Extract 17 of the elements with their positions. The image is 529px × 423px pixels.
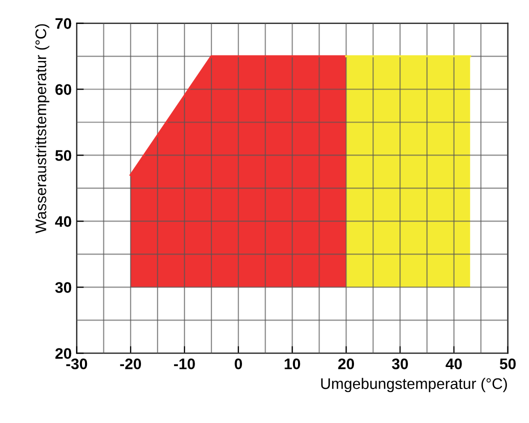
x-tick-label: 20 [338,358,354,370]
x-tick-label: -30 [66,358,88,370]
x-tick-label: 50 [500,358,516,370]
x-tick-label: 10 [284,358,300,370]
x-axis-title: Umgebungstemperatur (°C) [321,378,507,392]
x-tick-label: 0 [234,358,242,370]
y-tick-label: 30 [55,282,72,293]
y-tick-label: 70 [56,18,72,29]
y-tick-label: 50 [55,150,72,161]
y-tick-label: 60 [55,84,72,95]
x-tick-label: 40 [446,358,462,370]
x-tick-label: 30 [392,358,408,370]
x-tick-label: -10 [174,358,195,370]
y-axis-title: Wasseraustrittstemperatur (°C) [35,24,50,234]
x-tick-label: -20 [120,358,142,370]
y-tick-label: 40 [55,216,72,227]
y-tick-label: 20 [55,348,72,359]
